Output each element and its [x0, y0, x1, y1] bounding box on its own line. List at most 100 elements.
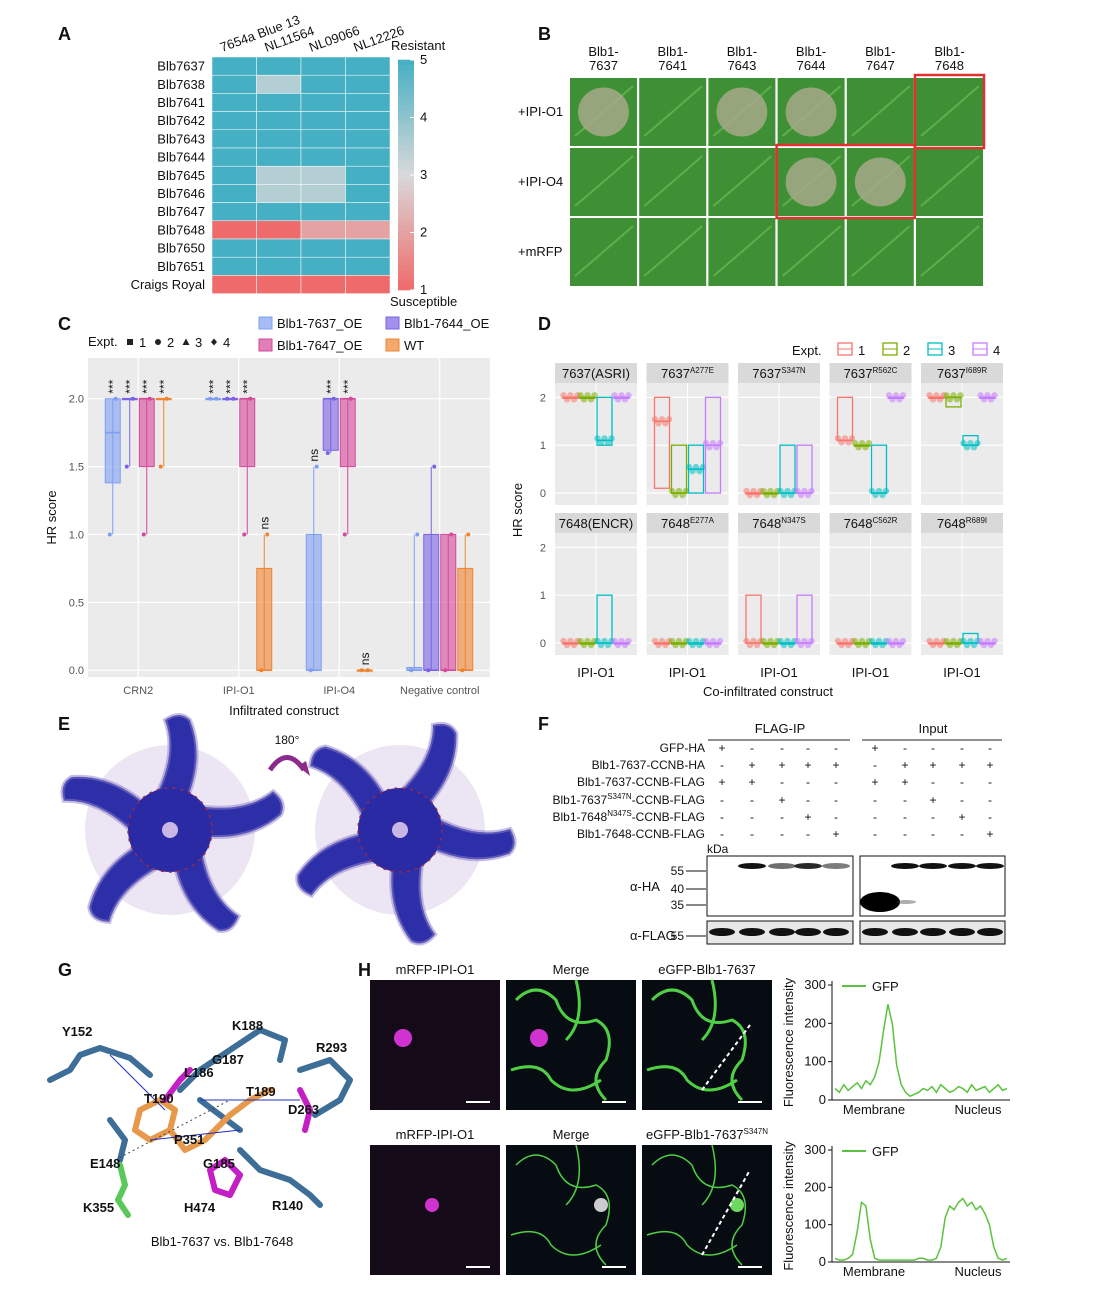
x-tick-label: IPI-O1	[577, 665, 615, 680]
rotation-arrowhead	[298, 761, 310, 776]
point	[443, 668, 448, 673]
column-label: Blb1-	[865, 44, 895, 59]
x-label: Nucleus	[955, 1102, 1002, 1117]
sign: -	[931, 810, 935, 824]
colorbar-segment	[398, 149, 414, 156]
legend-top: Resistant	[391, 38, 446, 53]
marker-label: 55	[671, 864, 685, 878]
heat-cell	[300, 220, 346, 240]
lesion	[785, 157, 837, 207]
hbond	[109, 1054, 166, 1111]
colorbar-segment	[398, 204, 414, 211]
box	[339, 398, 356, 468]
facet-title-text: 7637	[844, 366, 873, 381]
residue-label: K188	[232, 1018, 263, 1033]
strip	[738, 363, 820, 383]
band	[891, 863, 919, 869]
leaf-vein	[781, 225, 842, 277]
y-axis-label: HR score	[44, 490, 59, 544]
residue-label: P351	[174, 1132, 204, 1147]
point	[625, 392, 632, 399]
significance: ***	[123, 379, 137, 393]
sign: +	[718, 741, 725, 755]
point	[415, 532, 420, 537]
row-label: Blb7651	[157, 259, 205, 274]
colorbar-segment	[398, 254, 414, 261]
colorbar-segment	[398, 74, 414, 81]
micrograph	[370, 980, 500, 1110]
facet-title-text: 7637	[752, 366, 781, 381]
residue-label: E148	[90, 1156, 120, 1171]
point	[466, 532, 471, 537]
panel-label: G	[58, 960, 72, 980]
sign: +	[958, 758, 965, 772]
colorbar-segment	[398, 229, 414, 236]
leaf-vein	[643, 155, 703, 207]
y-tick-label: 0	[540, 488, 546, 500]
marker-label: 40	[671, 882, 685, 896]
leaf-vein	[712, 225, 773, 277]
sign: -	[988, 741, 992, 755]
lesion	[854, 157, 906, 207]
heat-cell	[300, 147, 346, 167]
y-tick-label: 2	[540, 542, 546, 554]
rotation-arrow	[267, 755, 307, 772]
y-tick-label: 2.0	[69, 394, 84, 406]
point	[460, 668, 465, 673]
point	[716, 439, 724, 447]
heat-cell	[256, 74, 302, 94]
cell-outline	[646, 979, 747, 1102]
point	[124, 464, 129, 469]
sign: -	[834, 741, 838, 755]
band	[862, 928, 888, 936]
colorbar-segment	[398, 124, 414, 131]
point	[716, 637, 724, 645]
row-label-text: GFP-HA	[660, 741, 705, 755]
colorbar-segment	[398, 234, 414, 241]
blot-label: α-FLAG	[630, 928, 676, 943]
legend-label: GFP	[872, 979, 899, 994]
colorbar-segment	[398, 194, 414, 201]
facet-title: 7637I689R	[937, 366, 987, 381]
legend-label: 3	[948, 343, 955, 358]
colorbar-segment	[398, 94, 414, 101]
residue-label: H474	[184, 1200, 216, 1215]
heat-cell	[345, 220, 391, 240]
colorbar-segment	[398, 284, 414, 291]
significance: ns	[358, 653, 372, 666]
point	[164, 396, 169, 401]
band	[948, 863, 976, 869]
structure-pore	[392, 822, 408, 838]
band	[709, 928, 735, 936]
sign: +	[804, 758, 811, 772]
heat-cell	[256, 275, 302, 294]
cell-outline	[510, 979, 611, 1102]
colorbar-segment	[398, 164, 414, 171]
heat-cell	[345, 202, 391, 222]
legend-shape	[127, 339, 133, 345]
point	[259, 668, 264, 673]
colorbar-segment	[398, 239, 414, 246]
box	[440, 533, 457, 671]
leaf-vein	[712, 155, 773, 207]
row-label: Blb7643	[157, 131, 205, 146]
column-label: Blb1-	[727, 44, 757, 59]
sign: -	[873, 793, 877, 807]
facet-title: 7648E277A	[661, 516, 715, 531]
column-label: 7644	[797, 58, 826, 73]
image-title-text: Merge	[553, 1127, 590, 1142]
facet-title: 7648R689I	[937, 516, 987, 531]
heat-cell	[345, 147, 391, 167]
heat-cell	[300, 202, 346, 222]
point	[848, 435, 856, 442]
heat-cell	[211, 165, 257, 185]
band	[920, 928, 946, 936]
facet-title-sup: S347N	[781, 366, 806, 375]
x-tick-label: IPI-O1	[760, 665, 798, 680]
column-label: 7641	[658, 58, 687, 73]
point	[974, 439, 981, 447]
x-label: Membrane	[843, 1102, 905, 1117]
legend-label: Blb1-7644_OE	[404, 316, 490, 331]
row-label-text: Blb1-7637	[552, 793, 607, 807]
